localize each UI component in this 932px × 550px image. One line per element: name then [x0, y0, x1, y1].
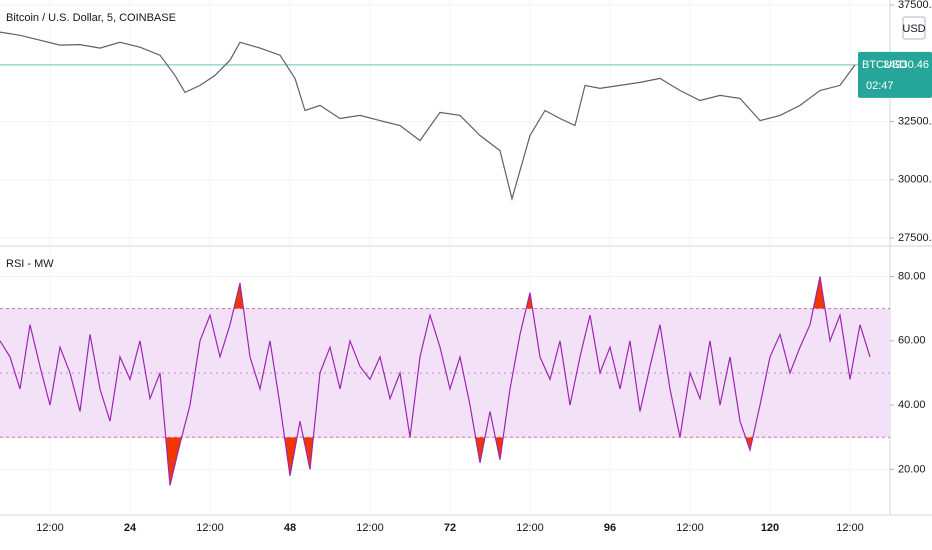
x-tick-label: 12:00	[356, 522, 384, 534]
y-tick-label: 37500.00	[898, 0, 932, 11]
last-price-tag	[858, 51, 932, 98]
series-line	[0, 276, 871, 486]
x-tick-label: 72	[444, 522, 456, 534]
y-tick-label: 30000.00	[898, 174, 932, 186]
x-tick-label: 24	[124, 522, 137, 534]
countdown: 02:47	[866, 80, 894, 92]
last-price-symbol: BTCUSD	[862, 59, 907, 71]
y-tick-label: 27500.00	[898, 232, 932, 244]
y-tick-label: 60.00	[898, 335, 926, 347]
currency-label: USD	[902, 23, 925, 35]
x-tick-label: 12:00	[516, 522, 544, 534]
x-tick-label: 12:00	[676, 522, 704, 534]
overbought-fill	[233, 276, 826, 309]
y-tick-label: 40.00	[898, 399, 926, 411]
currency-box	[902, 16, 926, 40]
x-tick-label: 96	[604, 522, 616, 534]
y-tick-label: 32500.00	[898, 115, 932, 127]
series-line	[0, 31, 856, 202]
x-tick-label: 120	[761, 522, 779, 534]
y-tick-label: 20.00	[898, 463, 926, 475]
x-tick-label: 12:00	[36, 522, 64, 534]
y-tick-label: 80.00	[898, 270, 926, 282]
last-price-value: 34930.46	[883, 59, 929, 71]
x-tick-label: 48	[284, 522, 296, 534]
pane-title: Bitcoin / U.S. Dollar, 5, COINBASE	[6, 12, 176, 24]
pane-title: RSI - MW	[6, 258, 54, 270]
x-tick-label: 12:00	[836, 522, 864, 534]
x-tick-label: 12:00	[196, 522, 224, 534]
